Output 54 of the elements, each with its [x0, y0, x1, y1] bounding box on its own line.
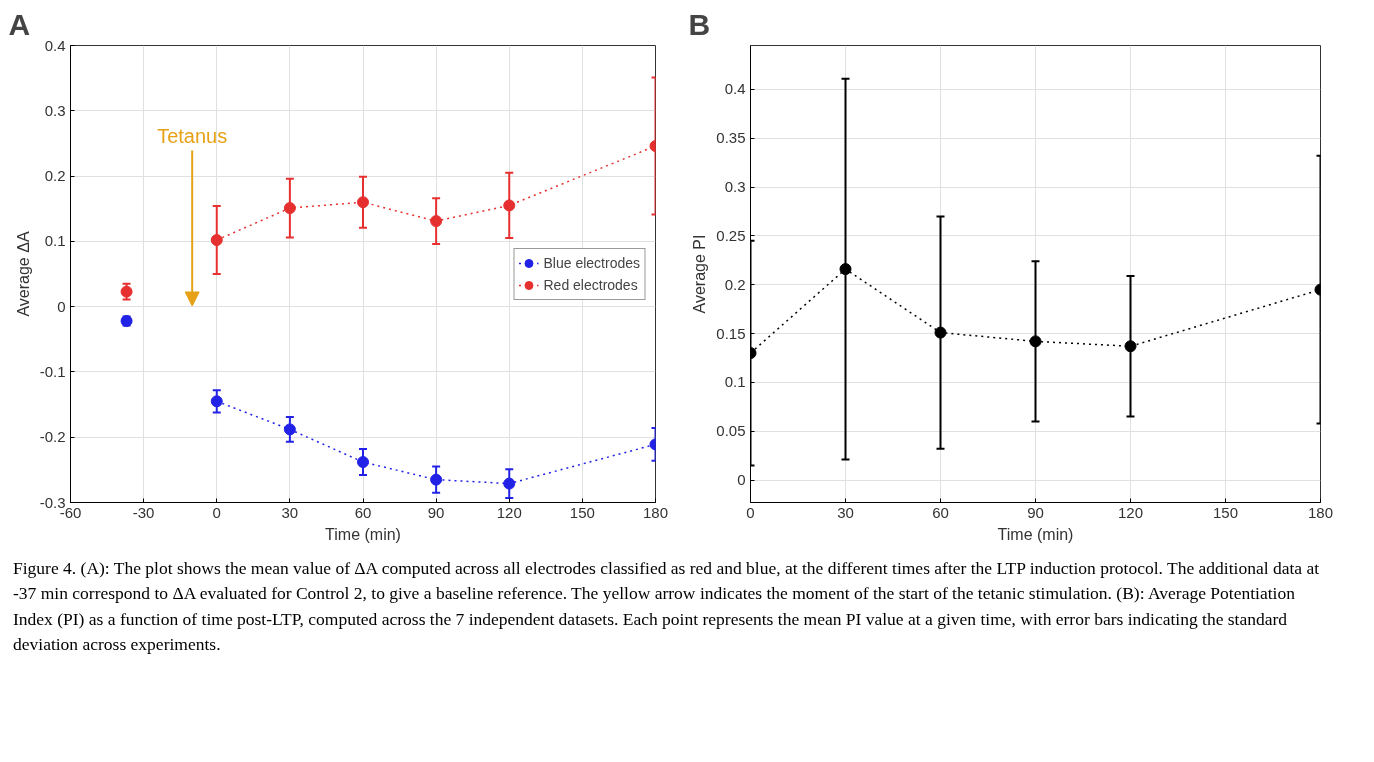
chart-title: B [688, 7, 711, 41]
y-tick-label: 0.2 [724, 275, 746, 293]
point [430, 215, 443, 228]
y-tick-label: 0.3 [44, 101, 66, 119]
point [503, 477, 516, 490]
x-tick-label: 150 [1212, 503, 1239, 521]
point [357, 456, 369, 469]
x-tick-label: 30 [837, 503, 854, 521]
y-tick-label: 0.2 [44, 167, 66, 185]
x-tick-label: 0 [212, 503, 221, 521]
x-tick-label: 180 [642, 503, 669, 521]
x-axis-title: Time (min) [997, 525, 1074, 543]
x-tick-label: 120 [1117, 503, 1144, 521]
chart-title: A [8, 7, 31, 41]
y-tick-label: 0.1 [724, 373, 746, 391]
y-tick-label: -0.1 [39, 362, 66, 380]
annotation: Tetanus [157, 124, 228, 147]
point [503, 199, 516, 212]
point [839, 263, 852, 276]
y-tick-label: -0.2 [39, 428, 66, 446]
x-tick-label: 30 [281, 503, 299, 521]
y-tick-label: 0.4 [724, 80, 746, 98]
y-tick-label: 0.3 [724, 178, 746, 196]
x-tick-label: 60 [354, 503, 372, 521]
y-axis-title: Average PI [691, 234, 709, 314]
point [283, 423, 296, 436]
point [283, 202, 296, 215]
y-tick-label: 0.25 [716, 226, 746, 244]
x-tick-label: 120 [496, 503, 522, 521]
legend-label: Blue electrodes [543, 254, 640, 271]
x-tick-label: -30 [132, 503, 155, 521]
point [1124, 340, 1137, 353]
y-axis-title: Average ΔA [14, 231, 32, 317]
y-tick-label: 0.05 [716, 422, 746, 440]
y-tick-label: 0.15 [716, 324, 746, 342]
x-tick-label: 60 [932, 503, 949, 521]
point [934, 326, 947, 339]
y-tick-label: 0 [57, 297, 66, 315]
y-tick-label: 0.4 [44, 36, 66, 54]
point [210, 395, 223, 408]
caption: Figure 4. (A): The plot shows the mean value of ΔA computed across all electrodes classified as red and blue, at the different times after the LTP induction protocol. The additional data at -37 min correspond to ΔA evaluated for Control 2, to give a baseline reference. The yellow arrow indicates the moment of the start of the tetanic stimulation. (B): Average Potentiation Index (PI) as a function of time post-LTP, computed across the 7 independent datasets. Each point represents the mean PI value at a given time, with error bars indicating the standard deviation across experiments. [13, 557, 1321, 657]
y-tick-label: 0.35 [716, 129, 746, 147]
legend-label: Red electrodes [543, 276, 638, 293]
y-tick-label: 0 [737, 471, 746, 489]
x-tick-label: 90 [427, 503, 445, 521]
x-axis-title: Time (min) [325, 525, 401, 543]
point [430, 473, 443, 486]
point [210, 234, 223, 247]
x-tick-label: 180 [1307, 503, 1334, 521]
point [1029, 335, 1042, 348]
x-tick-label: 150 [569, 503, 595, 521]
y-tick-label: 0.1 [44, 232, 66, 250]
x-tick-label: 90 [1027, 503, 1044, 521]
point [357, 196, 369, 209]
